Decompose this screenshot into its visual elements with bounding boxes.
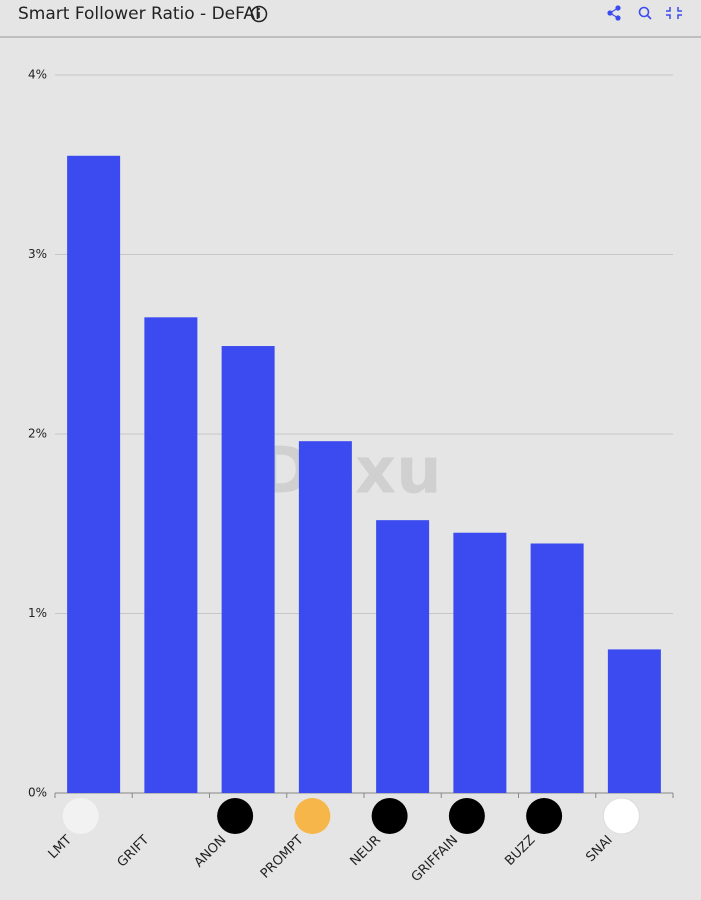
token-icon — [526, 798, 563, 834]
y-tick-label: 4% — [28, 68, 47, 82]
bar — [298, 441, 352, 793]
x-tick-label: NEUR — [348, 833, 384, 869]
token-icon — [602, 797, 640, 835]
y-tick-label: 1% — [28, 606, 47, 620]
bar — [67, 155, 121, 793]
token-icon — [448, 798, 485, 834]
x-tick-label: PROMPT — [258, 833, 307, 882]
y-tick-label: 0% — [28, 786, 47, 800]
token-icon — [139, 798, 176, 834]
bar — [221, 346, 275, 793]
chart-title: Smart Follower Ratio - DeFAI — [18, 4, 260, 24]
x-tick-label: LMT — [46, 833, 75, 862]
bar — [453, 532, 507, 793]
token-icon — [371, 798, 408, 834]
x-tick-label: GRIFFAIN — [409, 833, 461, 885]
x-tick-label: GRIFT — [115, 833, 153, 871]
zoom-icon[interactable] — [638, 6, 652, 20]
x-tick-label: SNAI — [583, 833, 615, 865]
y-tick-label: 2% — [28, 427, 47, 441]
x-tick-label: BUZZ — [502, 833, 538, 869]
bar — [607, 649, 661, 793]
collapse-icon[interactable] — [666, 7, 682, 19]
x-tick-label: ANON — [192, 833, 230, 871]
bar — [530, 543, 584, 793]
token-icon — [62, 798, 99, 834]
token-icon — [294, 798, 331, 834]
y-tick-label: 3% — [28, 247, 47, 261]
bar — [376, 520, 430, 793]
share-icon[interactable] — [607, 5, 621, 21]
bar — [144, 317, 198, 793]
info-icon[interactable] — [250, 5, 268, 23]
token-icon — [217, 798, 254, 834]
